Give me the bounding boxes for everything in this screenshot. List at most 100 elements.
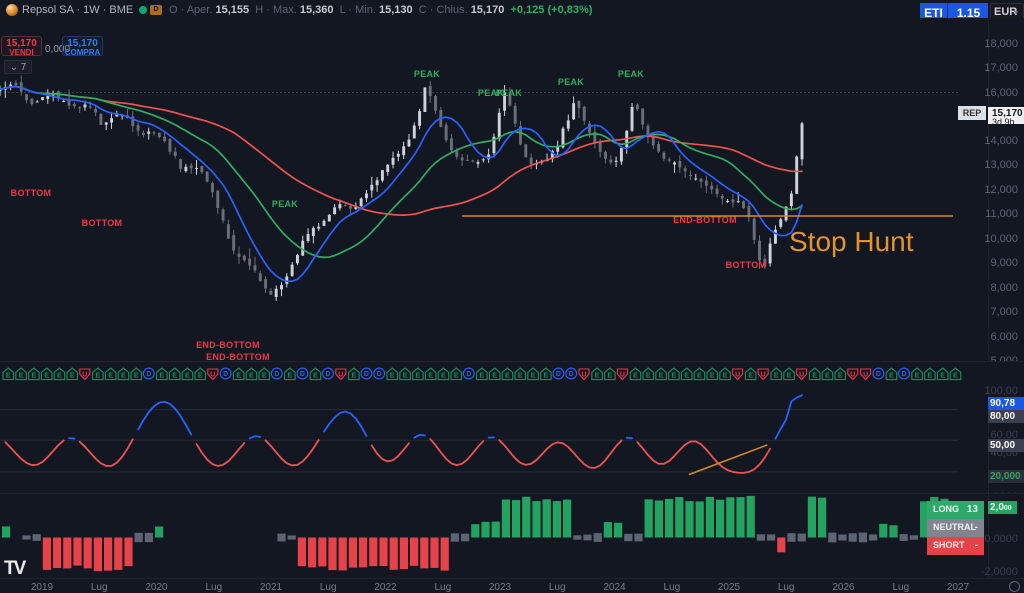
svg-text:2020: 2020 xyxy=(145,582,168,593)
svg-text:E: E xyxy=(787,370,792,379)
svg-text:2019: 2019 xyxy=(31,582,54,593)
svg-text:E: E xyxy=(505,370,510,379)
svg-text:E: E xyxy=(953,370,958,379)
svg-text:E: E xyxy=(390,370,395,379)
svg-text:Lug: Lug xyxy=(663,582,680,593)
svg-text:2027: 2027 xyxy=(947,582,970,593)
svg-text:D: D xyxy=(377,371,382,378)
svg-text:E: E xyxy=(697,370,702,379)
svg-text:D: D xyxy=(325,371,330,378)
svg-text:E: E xyxy=(812,370,817,379)
svg-text:E: E xyxy=(287,370,292,379)
svg-text:Lug: Lug xyxy=(434,582,451,593)
svg-text:E: E xyxy=(313,370,318,379)
svg-text:PEAK: PEAK xyxy=(618,69,644,79)
svg-text:E: E xyxy=(198,370,203,379)
svg-text:E: E xyxy=(927,370,932,379)
svg-text:U: U xyxy=(82,372,87,379)
svg-text:U: U xyxy=(620,372,625,379)
svg-text:E: E xyxy=(441,370,446,379)
svg-text:E: E xyxy=(249,370,254,379)
svg-text:TV: TV xyxy=(4,558,27,578)
svg-text:E: E xyxy=(262,370,267,379)
svg-text:Stop Hunt: Stop Hunt xyxy=(789,226,914,257)
svg-text:E: E xyxy=(95,370,100,379)
svg-text:D: D xyxy=(569,371,574,378)
svg-text:E: E xyxy=(915,370,920,379)
svg-text:PEAK: PEAK xyxy=(558,77,584,87)
svg-text:E: E xyxy=(415,370,420,379)
svg-text:D: D xyxy=(274,371,279,378)
svg-text:2025: 2025 xyxy=(718,582,741,593)
svg-text:END-BOTTOM: END-BOTTOM xyxy=(196,340,260,350)
svg-text:PEAK: PEAK xyxy=(496,88,522,98)
svg-text:E: E xyxy=(684,370,689,379)
svg-text:Lug: Lug xyxy=(549,582,566,593)
svg-text:D: D xyxy=(901,371,906,378)
svg-text:D: D xyxy=(556,371,561,378)
svg-text:BOTTOM: BOTTOM xyxy=(11,188,52,198)
svg-text:U: U xyxy=(735,372,740,379)
svg-text:D: D xyxy=(466,371,471,378)
svg-text:E: E xyxy=(543,370,548,379)
svg-text:E: E xyxy=(108,370,113,379)
svg-text:E: E xyxy=(351,370,356,379)
svg-text:E: E xyxy=(595,370,600,379)
svg-text:Lug: Lug xyxy=(205,582,222,593)
svg-text:U: U xyxy=(850,372,855,379)
svg-text:PEAK: PEAK xyxy=(414,69,440,79)
svg-text:E: E xyxy=(710,370,715,379)
svg-text:E: E xyxy=(172,370,177,379)
svg-text:E: E xyxy=(518,370,523,379)
svg-text:E: E xyxy=(607,370,612,379)
svg-text:E: E xyxy=(31,370,36,379)
svg-text:E: E xyxy=(748,370,753,379)
svg-text:D: D xyxy=(300,371,305,378)
svg-text:2022: 2022 xyxy=(374,582,397,593)
svg-text:PEAK: PEAK xyxy=(272,199,298,209)
svg-text:Lug: Lug xyxy=(892,582,909,593)
svg-text:BOTTOM: BOTTOM xyxy=(726,260,767,270)
svg-text:E: E xyxy=(492,370,497,379)
svg-text:U: U xyxy=(863,372,868,379)
svg-text:U: U xyxy=(338,372,343,379)
svg-text:E: E xyxy=(121,370,126,379)
svg-text:E: E xyxy=(479,370,484,379)
svg-text:D: D xyxy=(146,371,151,378)
svg-text:U: U xyxy=(799,372,804,379)
svg-text:Lug: Lug xyxy=(320,582,337,593)
svg-text:E: E xyxy=(159,370,164,379)
svg-text:E: E xyxy=(185,370,190,379)
svg-text:E: E xyxy=(940,370,945,379)
svg-text:U: U xyxy=(761,372,766,379)
svg-text:E: E xyxy=(6,370,11,379)
svg-text:U: U xyxy=(210,372,215,379)
svg-text:D: D xyxy=(876,371,881,378)
svg-text:E: E xyxy=(659,370,664,379)
svg-text:E: E xyxy=(44,370,49,379)
svg-text:2026: 2026 xyxy=(832,582,855,593)
svg-text:E: E xyxy=(531,370,536,379)
svg-text:2024: 2024 xyxy=(603,582,626,593)
svg-text:E: E xyxy=(723,370,728,379)
svg-text:E: E xyxy=(454,370,459,379)
svg-text:2021: 2021 xyxy=(260,582,283,593)
svg-text:E: E xyxy=(19,370,24,379)
svg-text:E: E xyxy=(646,370,651,379)
svg-text:2023: 2023 xyxy=(489,582,512,593)
svg-text:Lug: Lug xyxy=(91,582,108,593)
svg-text:E: E xyxy=(633,370,638,379)
svg-text:E: E xyxy=(838,370,843,379)
svg-text:E: E xyxy=(889,370,894,379)
svg-text:E: E xyxy=(57,370,62,379)
svg-text:U: U xyxy=(581,372,586,379)
svg-text:E: E xyxy=(428,370,433,379)
svg-text:BOTTOM: BOTTOM xyxy=(82,218,123,228)
svg-text:E: E xyxy=(70,370,75,379)
svg-text:E: E xyxy=(236,370,241,379)
svg-text:E: E xyxy=(671,370,676,379)
svg-text:D: D xyxy=(223,371,228,378)
svg-text:E: E xyxy=(825,370,830,379)
svg-text:D: D xyxy=(364,371,369,378)
svg-text:E: E xyxy=(774,370,779,379)
